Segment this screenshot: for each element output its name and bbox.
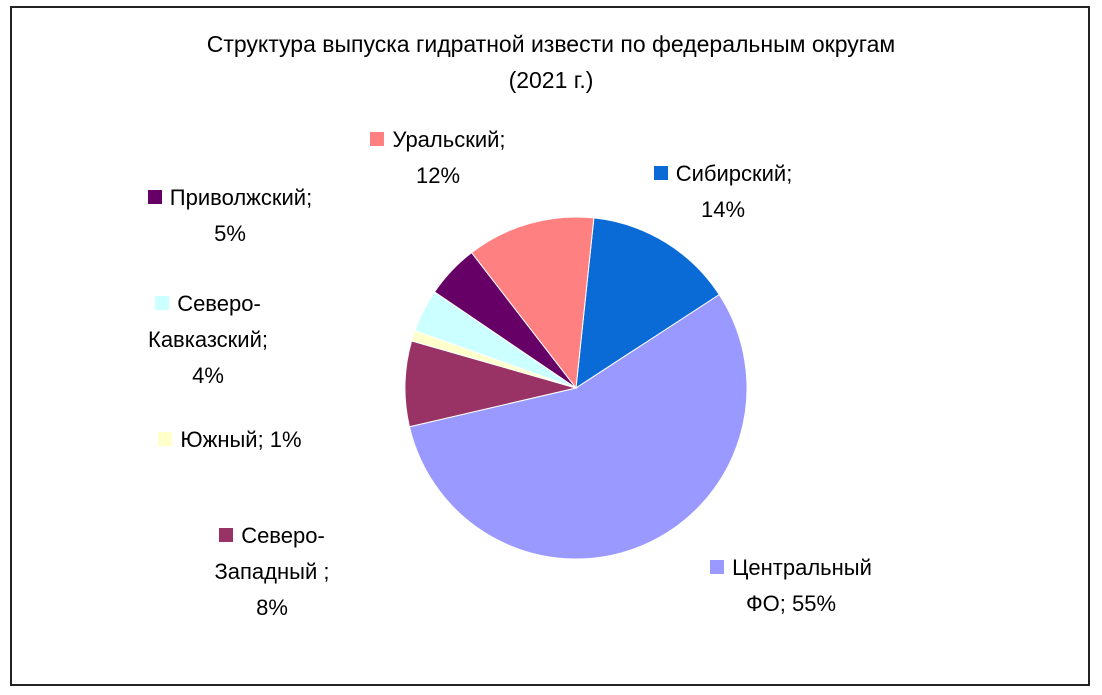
label-centralny-line2: ФО; 55% bbox=[745, 591, 837, 616]
legend-swatch-yuzhny bbox=[158, 432, 173, 447]
label-yuzhny-line1: Южный; 1% bbox=[180, 427, 302, 452]
label-uralsky: Уральский; 12% bbox=[338, 122, 538, 194]
label-sibirsky-line2: 14% bbox=[700, 197, 746, 222]
pie-slice-сибирский bbox=[575, 217, 720, 389]
legend-swatch-centralny bbox=[710, 560, 725, 575]
label-uralsky-line2: 12% bbox=[415, 163, 461, 188]
label-centralny: Центральный ФО; 55% bbox=[686, 550, 896, 622]
label-sibirsky-line1: Сибирский; bbox=[675, 161, 793, 186]
chart-title: Структура выпуска гидратной извести по ф… bbox=[206, 31, 896, 57]
label-centralny-line1: Центральный bbox=[732, 555, 872, 580]
label-severo-kavkazsky-line3: 4% bbox=[192, 363, 224, 388]
legend-swatch-uralsky bbox=[370, 132, 385, 147]
legend-swatch-sibirsky bbox=[653, 166, 668, 181]
label-severo-zapadny-line3: 8% bbox=[256, 595, 288, 620]
label-severo-zapadny-line2: Западный ; bbox=[214, 559, 330, 584]
legend-swatch-privolzhsky bbox=[147, 190, 162, 205]
legend-swatch-severo-zapadny bbox=[219, 528, 234, 543]
label-yuzhny: Южный; 1% bbox=[130, 422, 330, 458]
label-privolzhsky: Приволжский; 5% bbox=[120, 180, 340, 252]
legend-swatch-severo-kavkazsky bbox=[155, 296, 170, 311]
label-severo-zapadny: Северо- Западный ; 8% bbox=[182, 518, 362, 626]
pie-slice-уральский bbox=[470, 216, 595, 390]
label-severo-kavkazsky: Северо- Кавказский; 4% bbox=[108, 286, 308, 394]
label-privolzhsky-line1: Приволжский; bbox=[169, 185, 313, 210]
chart-subtitle: (2021 г.) bbox=[508, 67, 594, 93]
label-sibirsky: Сибирский; 14% bbox=[628, 156, 818, 228]
label-uralsky-line1: Уральский; bbox=[392, 127, 506, 152]
label-severo-zapadny-line1: Северо- bbox=[241, 523, 325, 548]
pie-slice-центральный-фо bbox=[408, 293, 748, 560]
label-severo-kavkazsky-line2: Кавказский; bbox=[148, 327, 268, 352]
label-severo-kavkazsky-line1: Северо- bbox=[177, 291, 261, 316]
label-privolzhsky-line2: 5% bbox=[214, 221, 246, 246]
